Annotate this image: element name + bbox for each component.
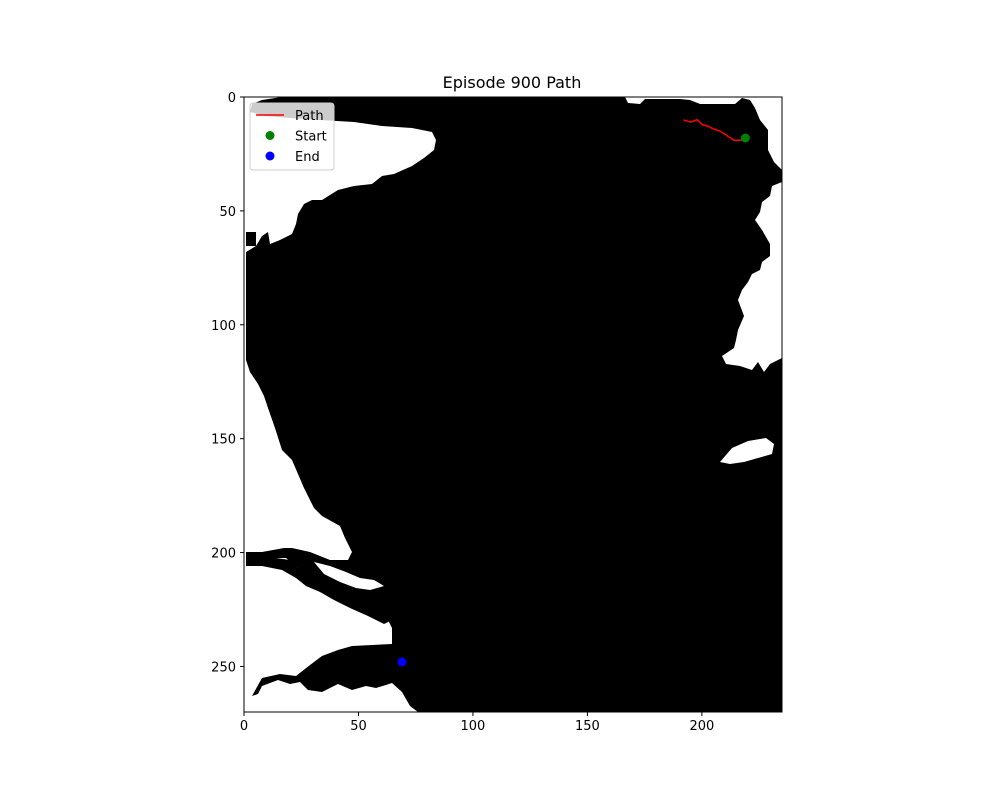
legend-swatch-marker bbox=[265, 151, 275, 161]
y-tick-label: 50 bbox=[219, 205, 236, 220]
chart-title: Episode 900 Path bbox=[443, 73, 582, 92]
land-island bbox=[720, 438, 774, 464]
y-tick-label: 100 bbox=[211, 319, 236, 334]
plot-frame bbox=[243, 96, 783, 713]
water-region bbox=[246, 97, 782, 712]
x-tick-label: 0 bbox=[240, 719, 248, 734]
x-tick-label: 100 bbox=[461, 719, 486, 734]
land-strip bbox=[314, 562, 384, 590]
y-tick-label: 150 bbox=[211, 433, 236, 448]
inlet-blob bbox=[246, 232, 256, 246]
plot-area: 0 50 100 150 200 0 50 100 150 200 250 bbox=[211, 91, 783, 734]
y-tick-label: 200 bbox=[211, 547, 236, 562]
legend-label: Start bbox=[295, 130, 327, 145]
end-marker bbox=[397, 657, 407, 667]
water-channel bbox=[246, 556, 392, 624]
start-marker bbox=[740, 133, 750, 143]
legend: Path Start End bbox=[249, 102, 335, 171]
x-axis: 0 50 100 150 200 bbox=[240, 712, 714, 734]
path-line bbox=[683, 118, 746, 142]
legend-label: Path bbox=[295, 109, 324, 124]
y-axis: 0 50 100 150 200 250 bbox=[211, 91, 244, 675]
plot-marks bbox=[397, 118, 750, 667]
x-tick-label: 150 bbox=[575, 719, 600, 734]
map-image bbox=[246, 97, 782, 712]
x-tick-label: 200 bbox=[689, 719, 714, 734]
y-tick-label: 250 bbox=[211, 660, 236, 675]
legend-swatch-marker bbox=[265, 131, 275, 140]
y-tick-label: 0 bbox=[228, 91, 236, 106]
legend-label: End bbox=[295, 150, 320, 165]
x-tick-label: 50 bbox=[350, 719, 367, 734]
